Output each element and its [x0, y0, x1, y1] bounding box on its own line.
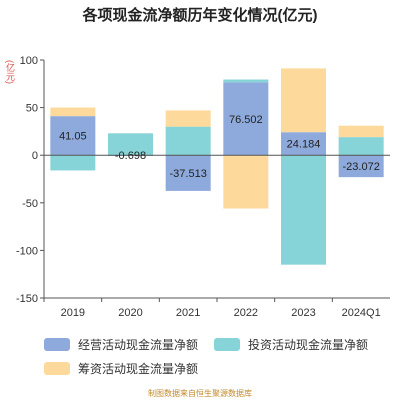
y-tick-label: 100 [20, 55, 38, 67]
legend-label-operating: 经营活动现金流量净额 [78, 338, 199, 352]
data-label-2021: -37.513 [170, 168, 207, 180]
bar-operating-2024Q1 [338, 155, 384, 178]
x-tick-label: 2021 [176, 307, 200, 319]
bar-investing-2021 [165, 126, 211, 156]
legend-item-operating: 经营活动现金流量净额 [44, 336, 198, 353]
data-label-2023: 24.184 [287, 139, 321, 151]
bar-operating-2022 [223, 82, 269, 156]
bar-investing-2020 [108, 133, 153, 156]
y-axis-unit: (亿元) [5, 60, 15, 84]
bar-investing-2022 [223, 79, 269, 83]
legend-swatch-operating [44, 338, 70, 351]
source-footer: 制图数据来自恒生聚源数据库 [148, 389, 252, 398]
x-tick-label: 2024Q1 [342, 307, 381, 319]
y-tick-label: -150 [16, 293, 38, 305]
legend-item-investing: 投资活动现金流量净额 [214, 336, 368, 353]
y-tick-label: -100 [16, 245, 38, 257]
bar-operating-2019 [50, 116, 96, 156]
y-tick-label: 0 [32, 150, 38, 162]
bar-financing-2019 [50, 107, 96, 117]
legend-swatch-investing [214, 338, 240, 351]
bar-investing-2024Q1 [338, 137, 384, 156]
bar-chart: 100 50 0 -50 -100 -150 2019 2020 2021 2022 2023 202… [16, 55, 390, 319]
x-tick-label: 2020 [118, 307, 142, 319]
data-label-2022: 76.502 [229, 114, 263, 126]
bar-financing-2023 [281, 68, 326, 133]
x-tick-label: 2022 [234, 307, 258, 319]
data-label-2024Q1: -23.072 [343, 161, 380, 173]
chart-title: 各项现金流净额历年变化情况(亿元) [82, 7, 318, 24]
bar-financing-2024Q1 [338, 125, 384, 138]
legend-label-investing: 投资活动现金流量净额 [248, 338, 369, 352]
legend-item-financing: 筹资活动现金流量净额 [44, 360, 198, 377]
legend-label-financing: 筹资活动现金流量净额 [78, 362, 199, 376]
y-tick-label: -50 [22, 198, 38, 210]
bar-investing-2023 [281, 155, 326, 265]
bar-operating-2021 [165, 155, 211, 191]
bar-financing-2022 [223, 155, 269, 209]
bar-operating-2023 [281, 132, 326, 156]
y-tick-label: 50 [26, 103, 38, 115]
x-tick-label: 2023 [291, 307, 315, 319]
legend-swatch-financing [44, 362, 70, 375]
bar-investing-2019 [50, 155, 96, 171]
data-label-2020: -0.698 [115, 150, 146, 162]
x-tick-label: 2019 [61, 307, 85, 319]
data-label-2019: 41.05 [59, 131, 87, 143]
bar-financing-2021 [165, 110, 211, 127]
